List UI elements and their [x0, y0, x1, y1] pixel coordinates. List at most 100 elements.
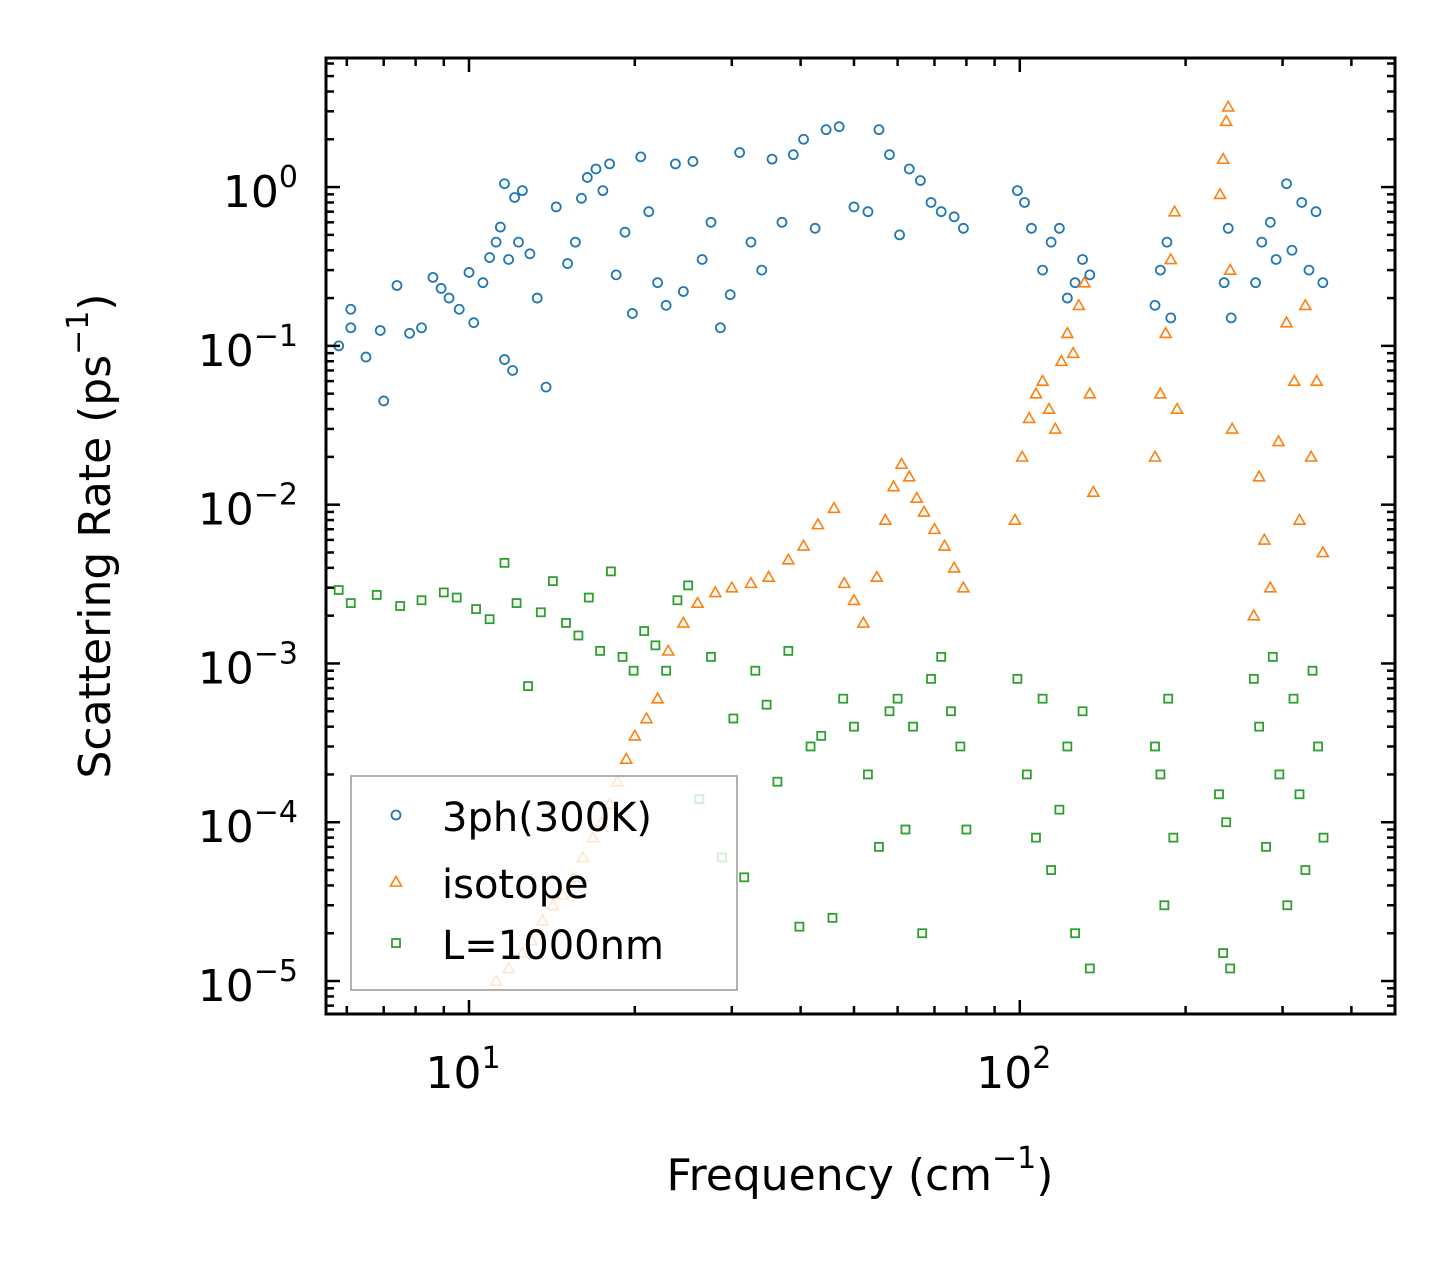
data-point [1218, 948, 1229, 958]
data-point [1298, 298, 1313, 311]
data-point [894, 229, 905, 241]
data-point [1046, 865, 1057, 875]
data-point [569, 236, 581, 248]
data-point [874, 841, 884, 852]
data-point [628, 665, 639, 676]
x-tick-label: 101 [425, 1041, 500, 1099]
data-point [416, 595, 427, 606]
data-point [683, 580, 694, 591]
data-point [595, 645, 606, 656]
data-point [957, 222, 969, 234]
data-point [1066, 346, 1081, 359]
data-point [886, 479, 901, 492]
data-point [827, 501, 841, 514]
data-point [507, 365, 519, 376]
data-point [1069, 277, 1081, 289]
data-point [816, 730, 827, 741]
data-point [1313, 741, 1323, 752]
data-point [360, 351, 372, 363]
data-point [714, 322, 726, 334]
data-point [1035, 373, 1050, 387]
data-point [1257, 532, 1272, 545]
data-point [1167, 204, 1182, 217]
data-point [1042, 401, 1056, 414]
data-point [809, 222, 821, 234]
data-point [1011, 185, 1023, 197]
data-point [1214, 789, 1224, 800]
data-point [443, 292, 455, 304]
data-point [869, 569, 884, 582]
data-point [484, 252, 496, 263]
data-point [1148, 449, 1162, 462]
data-point [477, 277, 489, 289]
data-point [946, 706, 956, 717]
data-point [1274, 769, 1285, 780]
data-point [333, 585, 344, 595]
data-point [925, 197, 937, 208]
series-circle [333, 121, 1329, 407]
data-point [909, 490, 924, 504]
data-point [827, 912, 838, 923]
data-point [948, 211, 960, 223]
data-point [1315, 545, 1330, 558]
data-point [562, 258, 573, 269]
data-point [761, 699, 772, 710]
legend-marker [391, 938, 401, 948]
data-point [1219, 114, 1234, 127]
data-point [1248, 673, 1259, 684]
data-point [535, 607, 546, 618]
data-point [862, 206, 874, 218]
data-point [672, 595, 683, 606]
data-point [1254, 721, 1265, 732]
data-point [724, 289, 736, 301]
data-point [1250, 277, 1261, 289]
data-point [781, 552, 796, 565]
data-point [1317, 277, 1329, 289]
data-point [708, 585, 723, 598]
data-point [917, 928, 928, 939]
data-point [1256, 236, 1268, 248]
data-point [1029, 386, 1043, 399]
data-point [453, 303, 465, 315]
data-point [903, 163, 915, 175]
data-point [1304, 449, 1318, 462]
data-point [1213, 187, 1227, 200]
data-point [776, 216, 788, 228]
data-point [1292, 512, 1307, 525]
data-point [345, 322, 357, 334]
data-point [1287, 373, 1302, 387]
x-tick-label: 102 [976, 1041, 1051, 1099]
axis-ticks [326, 58, 1395, 1014]
data-point [468, 317, 480, 329]
data-point [820, 124, 832, 136]
data-point [1163, 252, 1178, 265]
data-point [761, 569, 776, 582]
data-point [1221, 817, 1232, 828]
data-point [1222, 222, 1234, 234]
data-point [1061, 292, 1073, 304]
data-point [927, 522, 942, 535]
data-point [805, 741, 816, 752]
data-point [1263, 580, 1278, 593]
data-point [435, 283, 447, 294]
data-point [856, 615, 871, 628]
data-point [1288, 693, 1299, 704]
data-point [1153, 386, 1168, 399]
data-point [1168, 832, 1179, 843]
data-point [503, 254, 514, 265]
data-point [1286, 244, 1298, 256]
data-point [1264, 216, 1276, 228]
data-point [687, 156, 699, 167]
data-point [650, 691, 665, 704]
data-point [627, 728, 642, 741]
data-point [947, 560, 962, 573]
data-point [706, 651, 716, 662]
data-point [783, 645, 794, 656]
legend-label: L=1000nm [442, 923, 664, 969]
data-point [724, 580, 739, 593]
data-point [670, 158, 681, 170]
data-point [892, 693, 903, 704]
data-point [635, 151, 647, 163]
data-point [696, 254, 708, 265]
data-point [509, 192, 521, 203]
